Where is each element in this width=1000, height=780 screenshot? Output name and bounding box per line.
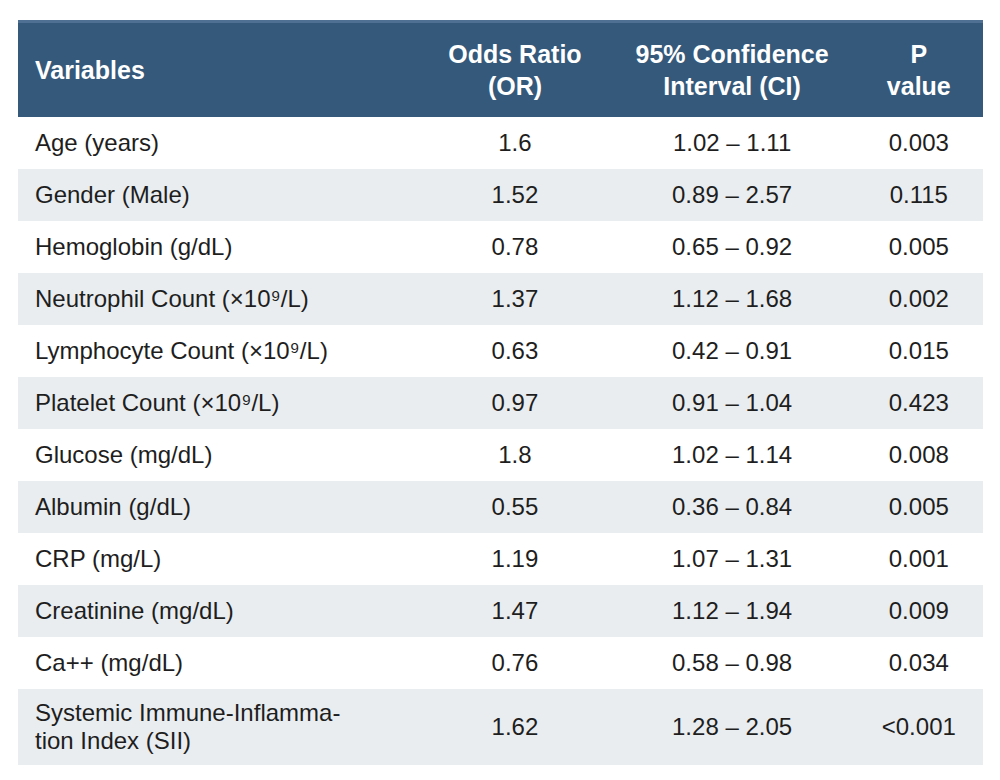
ci-cell: 1.07 – 1.31 <box>610 545 855 573</box>
table-row: Gender (Male)1.520.89 – 2.570.115 <box>18 169 983 221</box>
table-header-row: Variables Odds Ratio (OR) 95% Confidence… <box>18 20 983 117</box>
p-cell: 0.015 <box>855 337 983 365</box>
or-cell: 0.63 <box>420 337 609 365</box>
p-cell: 0.009 <box>855 597 983 625</box>
ci-cell: 1.12 – 1.94 <box>610 597 855 625</box>
or-cell: 1.19 <box>420 545 609 573</box>
ci-cell: 0.36 – 0.84 <box>610 493 855 521</box>
variable-cell: CRP (mg/L) <box>18 545 420 573</box>
variable-cell: Albumin (g/dL) <box>18 493 420 521</box>
or-cell: 0.55 <box>420 493 609 521</box>
variable-cell: Creatinine (mg/dL) <box>18 597 420 625</box>
ci-cell: 1.02 – 1.14 <box>610 441 855 469</box>
or-cell: 1.8 <box>420 441 609 469</box>
or-cell: 1.6 <box>420 129 609 157</box>
table-row: Hemoglobin (g/dL)0.780.65 – 0.920.005 <box>18 221 983 273</box>
p-cell: 0.034 <box>855 649 983 677</box>
or-cell: 1.47 <box>420 597 609 625</box>
table-row: Creatinine (mg/dL)1.471.12 – 1.940.009 <box>18 585 983 637</box>
variable-cell: Hemoglobin (g/dL) <box>18 233 420 261</box>
variable-cell: Platelet Count (×10⁹/L) <box>18 389 420 417</box>
variable-cell: Neutrophil Count (×10⁹/L) <box>18 285 420 313</box>
ci-cell: 0.65 – 0.92 <box>610 233 855 261</box>
ci-cell: 0.58 – 0.98 <box>610 649 855 677</box>
or-cell: 1.62 <box>420 713 609 741</box>
table-row: Platelet Count (×10⁹/L)0.970.91 – 1.040.… <box>18 377 983 429</box>
variable-cell: Lymphocyte Count (×10⁹/L) <box>18 337 420 365</box>
table-row: Age (years)1.61.02 – 1.110.003 <box>18 117 983 169</box>
p-cell: 0.005 <box>855 233 983 261</box>
header-cell-variables: Variables <box>18 54 420 86</box>
variable-cell: Ca++ (mg/dL) <box>18 649 420 677</box>
ci-cell: 0.91 – 1.04 <box>610 389 855 417</box>
p-cell: 0.423 <box>855 389 983 417</box>
ci-cell: 1.28 – 2.05 <box>610 713 855 741</box>
p-cell: 0.003 <box>855 129 983 157</box>
or-cell: 1.37 <box>420 285 609 313</box>
p-cell: 0.005 <box>855 493 983 521</box>
header-cell-odds-ratio: Odds Ratio (OR) <box>420 38 609 102</box>
table-row: Ca++ (mg/dL)0.760.58 – 0.980.034 <box>18 637 983 689</box>
table-row: Albumin (g/dL)0.550.36 – 0.840.005 <box>18 481 983 533</box>
table-row: Glucose (mg/dL)1.81.02 – 1.140.008 <box>18 429 983 481</box>
table-row: CRP (mg/L)1.191.07 – 1.310.001 <box>18 533 983 585</box>
ci-cell: 0.89 – 2.57 <box>610 181 855 209</box>
or-cell: 1.52 <box>420 181 609 209</box>
or-cell: 0.78 <box>420 233 609 261</box>
variable-cell: Glucose (mg/dL) <box>18 441 420 469</box>
odds-ratio-results-table: Variables Odds Ratio (OR) 95% Confidence… <box>18 20 983 765</box>
p-cell: 0.002 <box>855 285 983 313</box>
or-cell: 0.76 <box>420 649 609 677</box>
p-cell: <0.001 <box>855 713 983 741</box>
ci-cell: 1.02 – 1.11 <box>610 129 855 157</box>
p-cell: 0.008 <box>855 441 983 469</box>
variable-cell: Age (years) <box>18 129 420 157</box>
variable-cell: Systemic Immune-Inflamma- tion Index (SI… <box>18 699 420 756</box>
p-cell: 0.001 <box>855 545 983 573</box>
ci-cell: 0.42 – 0.91 <box>610 337 855 365</box>
ci-cell: 1.12 – 1.68 <box>610 285 855 313</box>
variable-cell: Gender (Male) <box>18 181 420 209</box>
header-cell-p-value: P value <box>855 38 983 102</box>
page: Variables Odds Ratio (OR) 95% Confidence… <box>0 0 1000 780</box>
table-row: Neutrophil Count (×10⁹/L)1.371.12 – 1.68… <box>18 273 983 325</box>
p-cell: 0.115 <box>855 181 983 209</box>
table-row: Systemic Immune-Inflamma- tion Index (SI… <box>18 689 983 765</box>
table-body: Age (years)1.61.02 – 1.110.003Gender (Ma… <box>18 117 983 765</box>
table-row: Lymphocyte Count (×10⁹/L)0.630.42 – 0.91… <box>18 325 983 377</box>
or-cell: 0.97 <box>420 389 609 417</box>
header-cell-confidence-interval: 95% Confidence Interval (CI) <box>610 38 855 102</box>
